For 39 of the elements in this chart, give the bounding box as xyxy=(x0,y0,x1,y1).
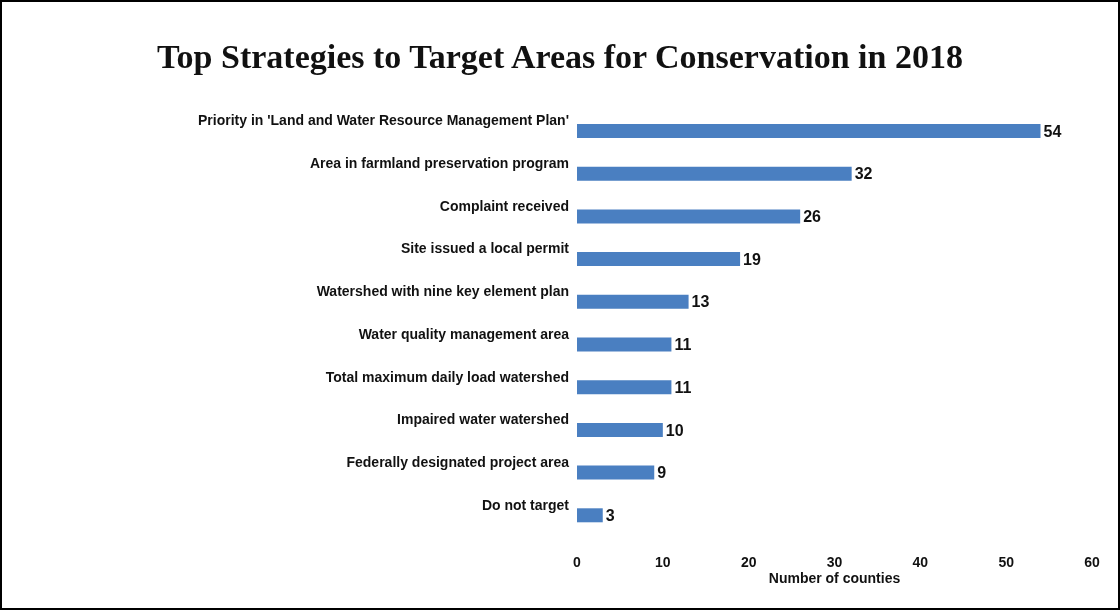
bar xyxy=(577,422,663,437)
x-tick-label: 40 xyxy=(912,553,929,570)
data-label: 19 xyxy=(743,250,761,268)
x-tick-label: 60 xyxy=(1084,553,1100,570)
bar xyxy=(577,465,655,480)
data-label: 11 xyxy=(674,378,692,396)
x-axis-title: Number of counties xyxy=(768,570,901,586)
y-tick-label: Priority in 'Land and Water Resource Management Plan' xyxy=(198,112,569,129)
y-tick-label: Do not target xyxy=(481,496,570,513)
x-tick-label: 10 xyxy=(655,553,671,570)
x-tick-label: 20 xyxy=(740,553,757,570)
data-label: 13 xyxy=(691,293,710,311)
y-tick-label: Impaired water watershed xyxy=(397,411,569,428)
bar xyxy=(577,294,689,309)
data-label: 32 xyxy=(854,165,873,183)
bar xyxy=(577,166,852,181)
y-tick-label: Federally designated project area xyxy=(346,453,570,470)
bar xyxy=(577,508,603,523)
data-label: 54 xyxy=(1043,122,1062,140)
x-tick-label: 0 xyxy=(573,553,582,570)
bar xyxy=(577,124,1041,138)
data-label: 10 xyxy=(665,421,684,439)
bar xyxy=(577,209,801,224)
y-tick-label: Area in farmland preservation program xyxy=(309,155,569,172)
bar xyxy=(577,337,672,352)
data-label: 26 xyxy=(803,208,822,226)
data-label: 3 xyxy=(605,506,615,524)
y-tick-label: Water quality management area xyxy=(358,325,570,342)
bar xyxy=(577,380,672,395)
y-tick-label: Total maximum daily load watershed xyxy=(325,368,569,385)
y-tick-label: Watershed with nine key element plan xyxy=(316,283,569,300)
y-tick-label: Complaint received xyxy=(439,197,569,214)
x-tick-label: 50 xyxy=(998,553,1015,570)
data-label: 11 xyxy=(674,336,692,354)
data-label: 9 xyxy=(657,464,667,482)
x-tick-label: 30 xyxy=(826,553,843,570)
chart-title: Top Strategies to Target Areas for Conservation in 2018 xyxy=(156,38,964,76)
y-tick-label: Site issued a local permit xyxy=(400,240,570,257)
bar xyxy=(577,252,741,267)
